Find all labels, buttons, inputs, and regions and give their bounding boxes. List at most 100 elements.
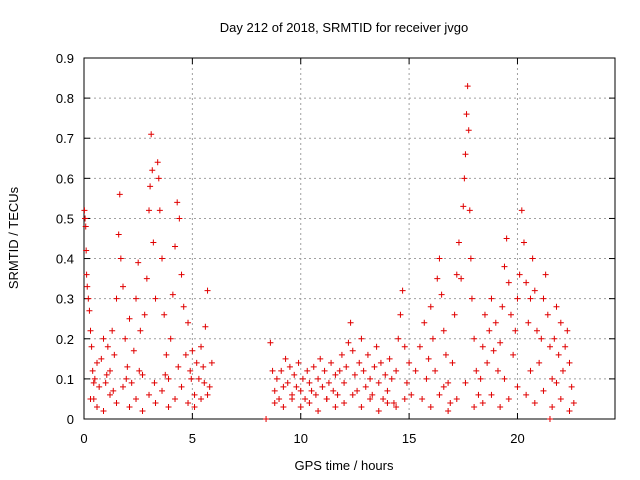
data-points [81, 83, 577, 422]
data-point [390, 399, 397, 406]
data-point [488, 391, 495, 398]
data-point [102, 379, 109, 386]
data-point [516, 271, 523, 278]
data-point [100, 407, 107, 414]
data-point [83, 247, 90, 254]
data-point [358, 403, 365, 410]
data-point [315, 375, 322, 382]
y-tick-label: 0.8 [56, 91, 74, 106]
data-point [84, 283, 91, 290]
data-point [150, 239, 157, 246]
data-point [178, 271, 185, 278]
data-point [88, 343, 95, 350]
data-point [113, 399, 120, 406]
data-point [484, 359, 491, 366]
chart-title: Day 212 of 2018, SRMTID for receiver jvg… [220, 20, 469, 35]
data-point [455, 239, 462, 246]
data-point [338, 351, 345, 358]
data-point [117, 255, 124, 262]
data-point [460, 203, 467, 210]
x-tick-label: 5 [189, 431, 196, 446]
data-point [551, 335, 558, 342]
plot-frame [83, 57, 616, 420]
data-point [269, 367, 276, 374]
y-tick-label: 0.9 [56, 51, 74, 66]
data-point [529, 255, 536, 262]
data-point [393, 367, 400, 374]
data-point [100, 335, 107, 342]
x-tick-label: 20 [510, 431, 524, 446]
data-point [557, 319, 564, 326]
data-point [96, 383, 103, 390]
data-point [155, 175, 162, 182]
data-point [139, 407, 146, 414]
data-point [175, 363, 182, 370]
data-point [499, 303, 506, 310]
data-point [373, 343, 380, 350]
data-point [310, 363, 317, 370]
data-point [445, 379, 452, 386]
y-tick-label: 0.5 [56, 211, 74, 226]
data-point [273, 375, 280, 382]
data-point [172, 395, 179, 402]
data-point [512, 327, 519, 334]
data-point [451, 311, 458, 318]
data-point [458, 275, 465, 282]
data-point [549, 403, 556, 410]
data-point [191, 391, 198, 398]
data-point [163, 351, 170, 358]
data-point [201, 379, 208, 386]
data-point [297, 387, 304, 394]
data-point [447, 399, 454, 406]
data-point [525, 319, 532, 326]
data-point [360, 367, 367, 374]
data-point [195, 375, 202, 382]
data-point [317, 355, 324, 362]
data-point [208, 359, 215, 366]
data-point [486, 327, 493, 334]
data-point [523, 279, 530, 286]
data-point [488, 295, 495, 302]
data-point [159, 387, 166, 394]
data-point [83, 271, 90, 278]
data-point [289, 395, 296, 402]
data-point [122, 335, 129, 342]
data-point [198, 343, 205, 350]
data-point [386, 355, 393, 362]
data-point [436, 255, 443, 262]
data-point [568, 383, 575, 390]
data-point [89, 367, 96, 374]
data-point [423, 375, 430, 382]
data-point [468, 295, 475, 302]
data-point [347, 319, 354, 326]
data-point [187, 367, 194, 374]
data-point [159, 255, 166, 262]
data-point [546, 416, 553, 422]
data-point [510, 351, 517, 358]
data-point [531, 399, 538, 406]
y-tick-label: 0.3 [56, 292, 74, 307]
data-point [94, 403, 101, 410]
data-point [330, 387, 337, 394]
data-point [514, 295, 521, 302]
data-point [263, 416, 270, 422]
data-point [328, 359, 335, 366]
data-point [280, 383, 287, 390]
data-point [133, 395, 140, 402]
data-point [362, 383, 369, 390]
data-point [503, 235, 510, 242]
data-point [334, 391, 341, 398]
data-point [325, 379, 332, 386]
data-point [453, 271, 460, 278]
data-point [440, 327, 447, 334]
data-point [156, 207, 163, 214]
data-point [471, 403, 478, 410]
data-point [461, 175, 468, 182]
data-point [375, 379, 382, 386]
data-point [148, 131, 155, 138]
data-point [299, 375, 306, 382]
data-point [351, 371, 358, 378]
data-point [143, 275, 150, 282]
data-point [494, 367, 501, 374]
